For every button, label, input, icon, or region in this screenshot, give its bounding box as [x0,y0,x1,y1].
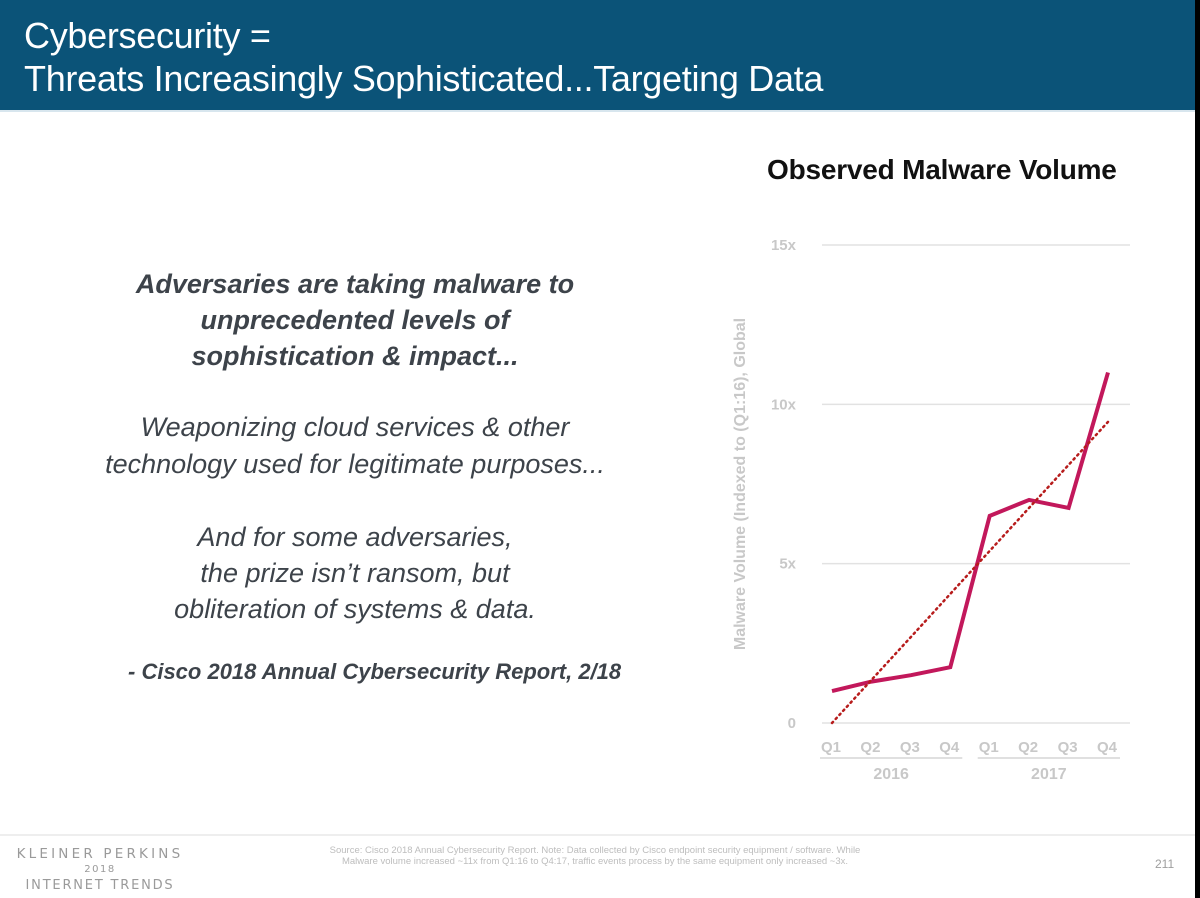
series-line-malware-volume [831,371,1110,694]
quote-end-line: obliteration of systems & data. [174,594,536,624]
slide-header: Cybersecurity = Threats Increasingly Sop… [0,0,1200,112]
y-tick-labels: 0 5x 10x 15x [771,237,797,732]
x-group-label: 2016 [873,766,909,783]
x-tick-label: Q2 [1018,739,1038,756]
y-axis-label: Malware Volume (Indexed to (Q1:16), Glob… [732,318,749,650]
quote-middle-line: technology used for legitimate purposes.… [105,449,605,479]
slide-title-line-1: Cybersecurity = [24,15,271,56]
gridlines [822,244,1130,724]
x-tick-label: Q3 [1058,739,1078,756]
chart-title: Observed Malware Volume [767,154,1117,185]
series [830,371,1110,725]
quote-headline-line: unprecedented levels of [200,305,510,335]
x-tick-label: Q2 [860,739,880,756]
quote-headline-line: Adversaries are taking malware to [135,269,575,299]
trend-line [830,420,1110,725]
quote-headline-line: sophistication & impact... [191,341,519,371]
footer-divider [0,834,1200,836]
brand-line-1: KLEINER PERKINS [16,846,184,862]
source-note-line: Malware volume increased ~11x from Q1:16… [341,856,849,867]
y-tick-label: 5x [779,556,796,573]
slide-title-line-2: Threats Increasingly Sophisticated...Tar… [24,58,824,99]
quote-middle-line: Weaponizing cloud services & other [140,412,570,442]
quote-end: And for some adversaries, the prize isn’… [40,519,670,627]
x-tick-label: Q4 [939,739,960,756]
x-group-labels: 2016 2017 [820,757,1120,783]
brand-logo: KLEINER PERKINS 2018 INTERNET TRENDS [10,846,190,894]
brand-line-2: 2018 [84,864,116,875]
brand-line-3: INTERNET TRENDS [25,878,175,893]
x-tick-label: Q1 [979,739,999,756]
quote-headline: Adversaries are taking malware to unprec… [40,266,670,374]
x-tick-label: Q1 [821,739,841,756]
source-note-line: Source: Cisco 2018 Annual Cybersecurity … [329,845,861,856]
page-number: 211 [1155,857,1175,871]
x-tick-label: Q3 [900,739,920,756]
quote-citation: - Cisco 2018 Annual Cybersecurity Report… [128,659,622,684]
y-tick-label: 10x [771,396,797,413]
source-note: Source: Cisco 2018 Annual Cybersecurity … [240,845,950,867]
right-border [1195,0,1200,898]
quote-middle: Weaponizing cloud services & other techn… [40,409,670,483]
y-tick-label: 0 [788,715,796,732]
y-tick-label: 15x [771,237,797,254]
x-tick-labels: Q1 Q2 Q3 Q4 Q1 Q2 Q3 Q4 [821,739,1118,756]
quote-end-line: And for some adversaries, [197,522,513,552]
quote-end-line: the prize isn’t ransom, but [200,558,510,588]
x-group-label: 2017 [1031,766,1067,783]
x-tick-label: Q4 [1097,739,1118,756]
